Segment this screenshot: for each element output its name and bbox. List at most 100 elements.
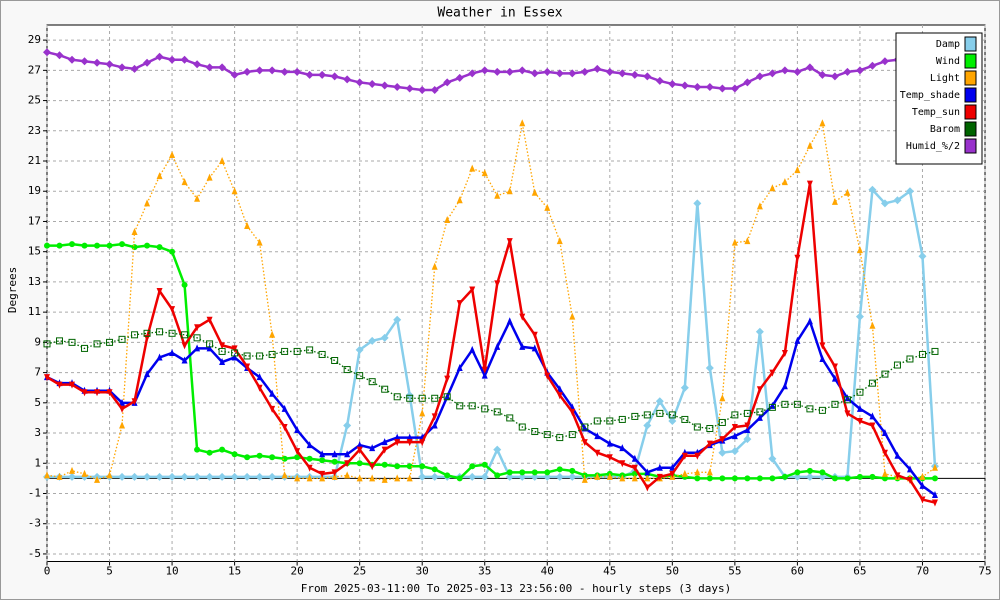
point-marker [256,238,263,246]
point-marker [906,476,913,484]
point-marker [81,242,88,249]
point-marker [756,413,763,421]
point-marker [481,371,488,379]
point-marker [931,347,939,355]
y-tick-label: 25 [28,94,41,107]
point-marker [280,67,289,76]
point-marker [143,472,152,481]
point-marker [419,409,426,417]
point-marker [331,472,338,480]
point-marker [330,72,339,81]
y-tick-label: -5 [28,547,41,560]
point-marker [44,242,50,249]
point-marker [369,474,376,482]
point-marker [106,389,113,397]
point-marker [719,394,726,402]
point-marker [144,370,151,378]
point-marker [456,475,463,482]
point-marker [655,76,664,85]
point-marker [305,70,314,79]
point-marker [718,84,727,93]
point-marker [494,472,501,479]
point-marker [355,345,364,354]
point-marker [444,215,451,223]
point-marker [356,474,363,482]
point-marker [293,67,302,76]
point-marker [119,421,126,429]
point-marker [644,474,651,482]
point-marker [894,472,901,480]
point-marker [743,409,751,417]
point-marker [118,63,127,72]
x-tick-label: 45 [603,565,616,578]
point-marker [605,67,614,76]
point-marker [656,463,663,471]
point-marker [481,405,489,413]
point-marker [868,379,876,387]
y-axis-label: Degrees [6,267,19,313]
series-line [46,122,936,481]
point-marker [281,423,288,431]
point-marker [443,393,451,401]
point-marker [406,433,413,441]
point-marker [456,364,463,372]
point-marker [569,467,576,474]
point-marker [68,472,77,481]
y-tick-label: 3 [34,426,41,439]
point-marker [219,342,226,350]
point-marker [106,242,113,249]
point-marker [281,404,288,412]
point-marker [706,475,713,482]
point-marker [68,338,76,346]
point-marker [618,69,627,78]
x-tick-label: 60 [791,565,804,578]
point-marker [155,52,164,61]
y-tick-label: 13 [28,275,41,288]
point-marker [319,450,326,458]
point-marker [318,70,327,79]
point-marker [55,51,64,60]
point-marker [356,460,363,467]
point-marker [268,350,276,358]
point-marker [830,72,839,81]
point-marker [468,402,476,410]
point-marker [331,469,338,477]
point-marker [268,66,277,75]
point-marker [131,398,138,406]
point-marker [869,473,876,480]
x-tick-label: 10 [165,565,178,578]
point-marker [844,188,851,196]
point-marker [69,466,76,474]
point-marker [519,342,526,350]
point-marker [931,499,938,507]
point-marker [169,150,176,158]
point-marker [369,444,376,452]
x-tick-label: 30 [416,565,429,578]
y-tick-label: 5 [34,396,41,409]
legend-label: Wind [936,56,960,67]
point-marker [794,336,801,344]
point-marker [630,70,639,79]
point-marker [818,70,827,79]
point-marker [169,306,176,314]
point-marker [819,354,826,362]
point-marker [731,475,738,482]
point-marker [269,389,276,397]
point-marker [93,340,101,348]
point-marker [518,423,526,431]
point-marker [568,472,577,481]
point-marker [94,475,101,483]
point-marker [381,461,388,468]
plot-area [46,24,986,562]
point-marker [556,434,564,442]
point-marker [531,344,538,352]
point-marker [469,463,476,470]
point-marker [131,244,138,251]
point-marker [255,472,264,481]
point-marker [56,472,63,480]
point-marker [781,178,788,186]
point-marker [381,446,388,454]
point-marker [156,244,163,251]
point-marker [144,242,151,249]
point-marker [106,471,113,479]
